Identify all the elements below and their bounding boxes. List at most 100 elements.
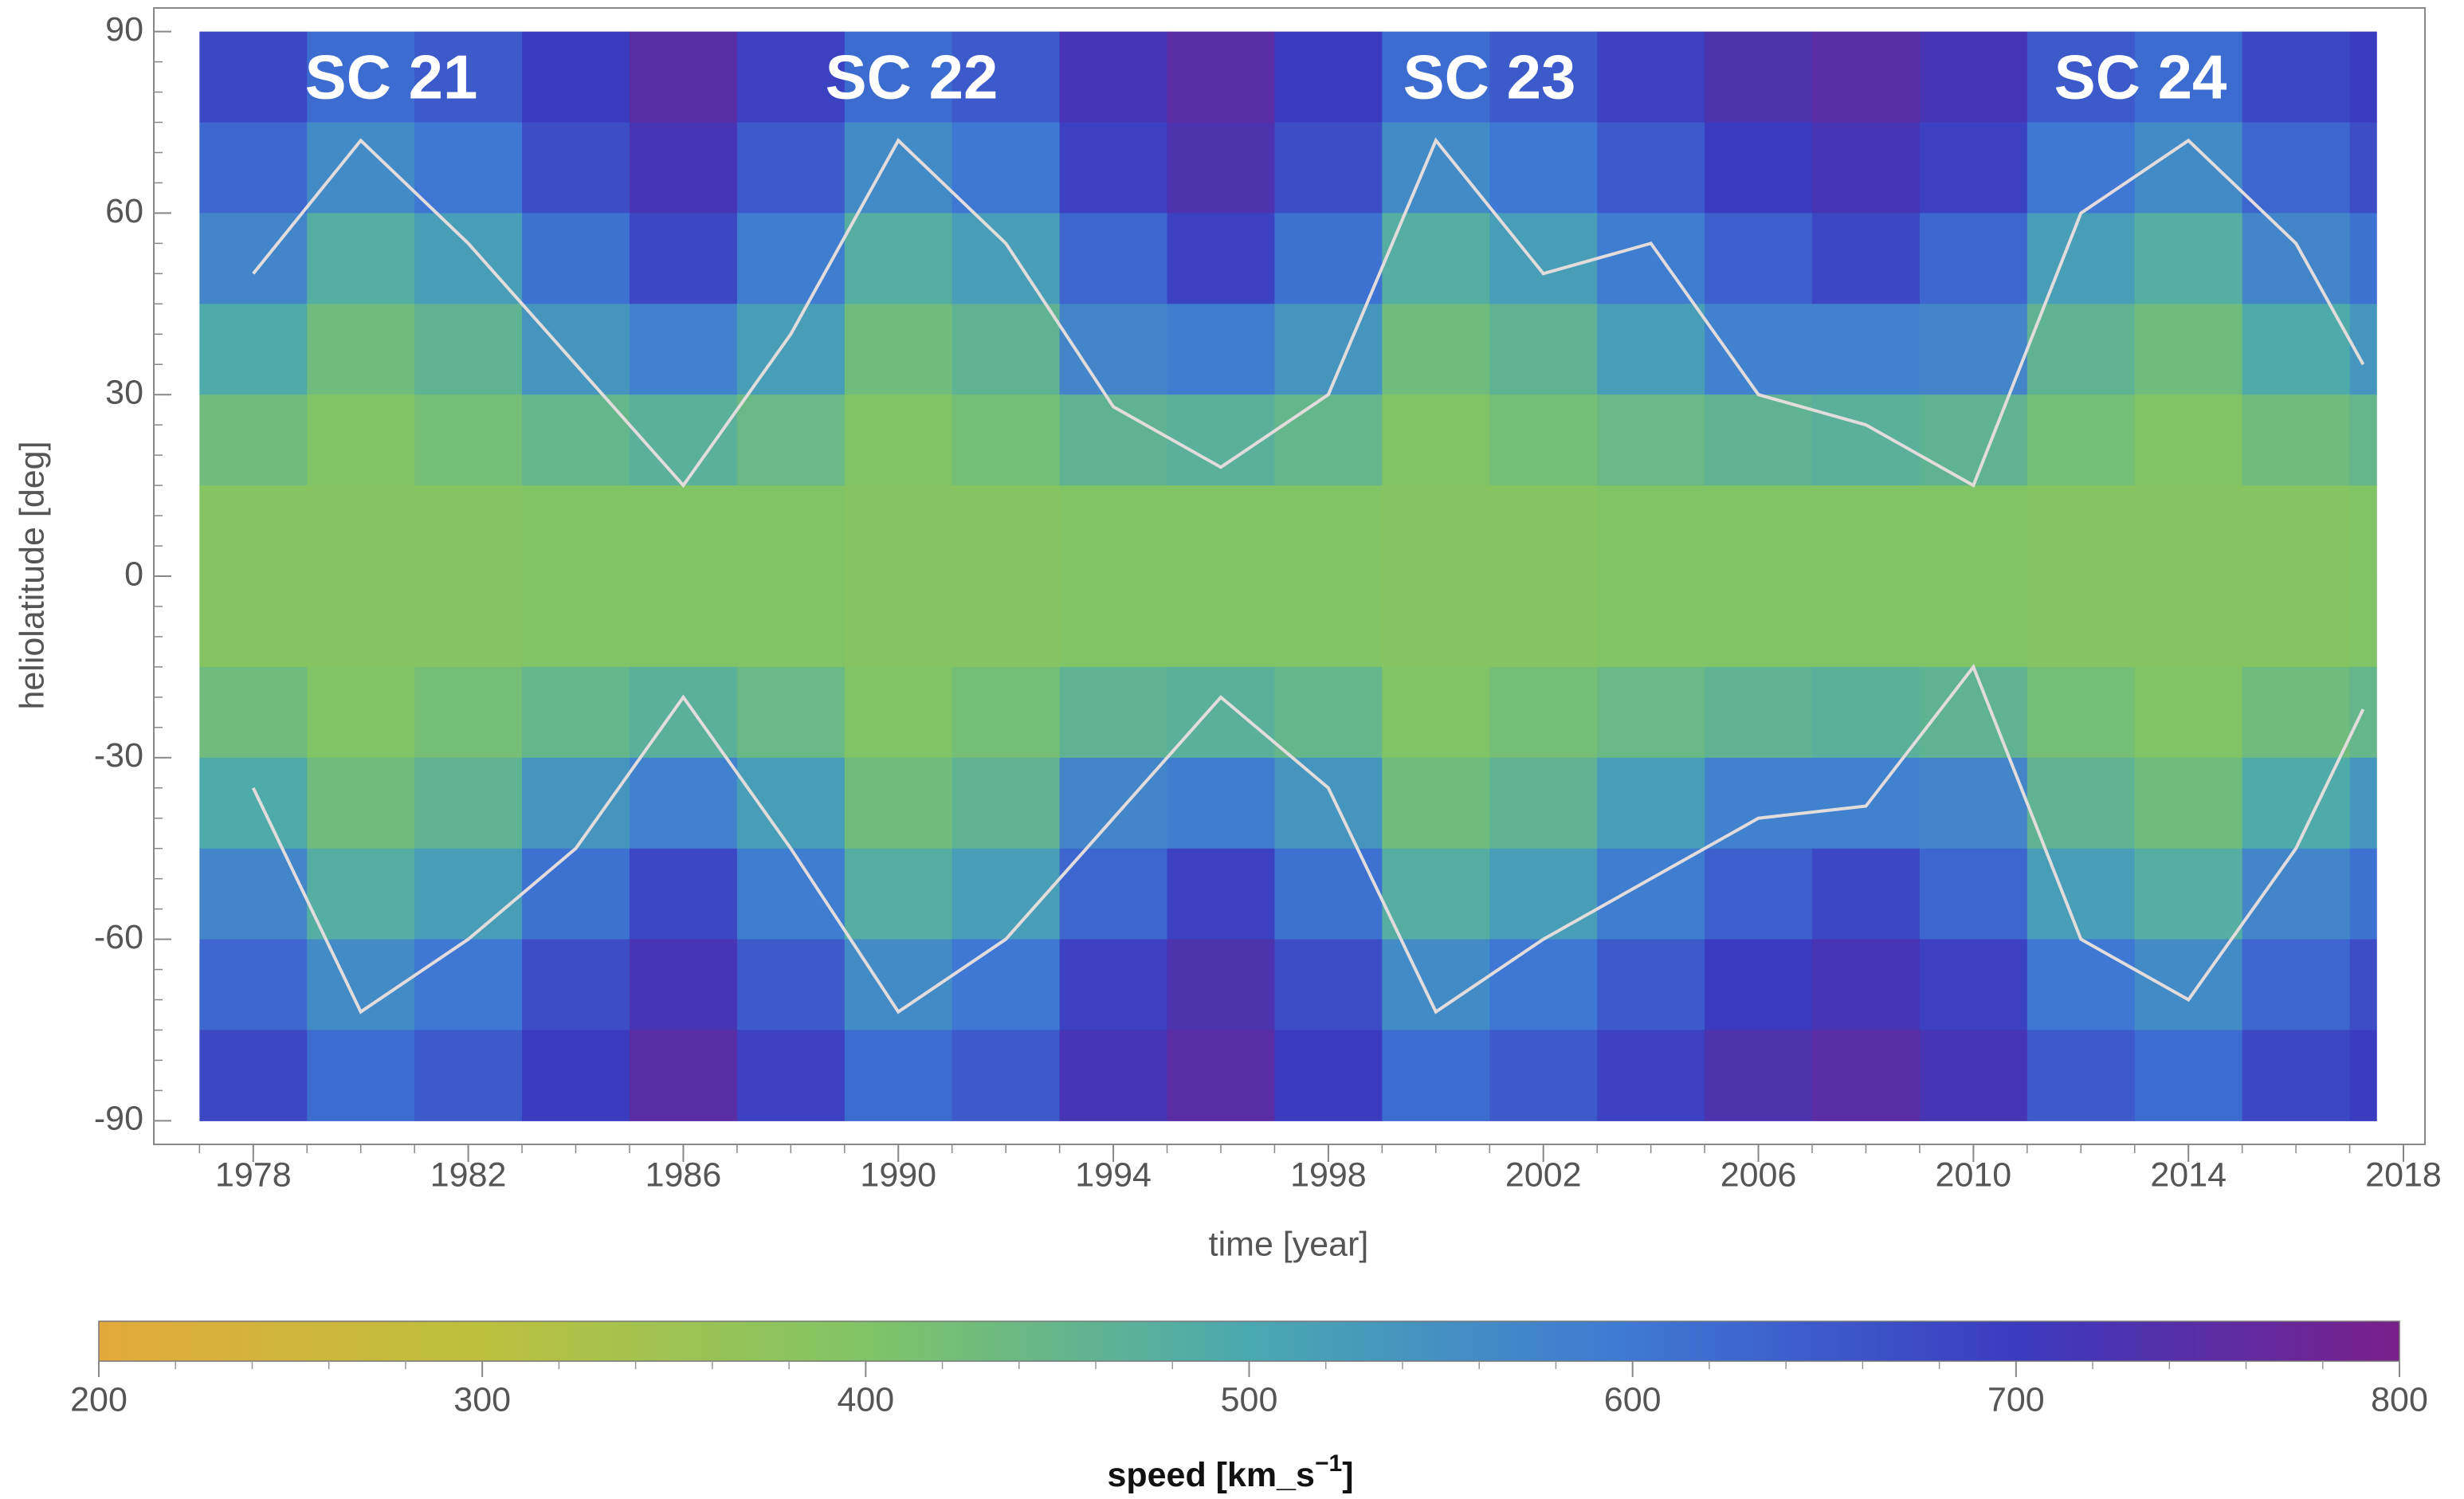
heat-cell <box>414 758 522 849</box>
heat-cell <box>630 940 737 1030</box>
heat-cell <box>845 213 952 304</box>
heat-cell <box>1167 1030 1275 1120</box>
heat-cell <box>1920 940 2027 1030</box>
heat-cell <box>1274 576 1382 667</box>
heat-cell <box>522 758 630 849</box>
x-tick-label: 2002 <box>1505 1156 1582 1194</box>
heat-cell <box>1920 1030 2027 1120</box>
heat-cell <box>1920 123 2027 214</box>
heat-cell <box>307 213 414 304</box>
heat-cell <box>307 667 414 758</box>
heat-cell <box>1597 667 1705 758</box>
heat-cell <box>1812 485 1920 576</box>
heat-cell <box>1167 485 1275 576</box>
heat-cell <box>522 304 630 394</box>
heat-cell <box>1274 758 1382 849</box>
heat-cell <box>1489 849 1597 940</box>
heat-cell <box>307 394 414 485</box>
heat-cell <box>845 667 952 758</box>
heat-cell <box>1705 123 1812 214</box>
y-axis-label: heliolatitude [deg] <box>13 441 51 709</box>
colorbar-label-main: speed [km_s <box>1107 1456 1315 1494</box>
heat-cell <box>522 940 630 1030</box>
colorbar-tick-label: 600 <box>1604 1380 1662 1419</box>
heat-cell <box>1489 576 1597 667</box>
heat-cell <box>522 32 630 123</box>
heat-cell <box>2027 667 2135 758</box>
y-tick-label: 0 <box>124 555 143 593</box>
heat-cell <box>307 485 414 576</box>
heat-cell <box>1060 576 1167 667</box>
heat-cell <box>2027 394 2135 485</box>
colorbar-tick-label: 800 <box>2371 1380 2428 1419</box>
heat-cell <box>2350 213 2377 304</box>
y-tick-label: 60 <box>105 192 143 230</box>
heat-cell <box>1812 667 1920 758</box>
heat-cell <box>1705 1030 1812 1120</box>
heat-cell <box>1597 1030 1705 1120</box>
heat-cell <box>2350 123 2377 214</box>
heat-cell <box>1489 485 1597 576</box>
heat-cell <box>1705 758 1812 849</box>
heat-cell <box>1597 394 1705 485</box>
heat-cell <box>1489 123 1597 214</box>
heat-cell <box>199 123 307 214</box>
heat-cell <box>199 667 307 758</box>
x-tick-label: 1986 <box>645 1156 722 1194</box>
heat-cell <box>737 940 845 1030</box>
heat-cell <box>1382 667 1489 758</box>
heat-cell <box>2242 576 2350 667</box>
heat-cell <box>2242 123 2350 214</box>
heatmap <box>199 32 2376 1121</box>
heat-cell <box>1274 485 1382 576</box>
heat-cell <box>630 123 737 214</box>
cycle-label: SC 21 <box>305 42 478 112</box>
x-axis-label: time [year] <box>1209 1225 1369 1263</box>
heat-cell <box>1060 32 1167 123</box>
heat-cell <box>1382 304 1489 394</box>
heat-cell <box>737 304 845 394</box>
heat-cell <box>2027 213 2135 304</box>
y-tick-label: 90 <box>105 10 143 49</box>
heat-cell <box>2135 304 2242 394</box>
heat-cell <box>414 485 522 576</box>
heat-cell <box>1489 304 1597 394</box>
heat-cell <box>2135 213 2242 304</box>
heat-cell <box>1920 849 2027 940</box>
heat-cell <box>737 576 845 667</box>
heat-cell <box>1812 394 1920 485</box>
heat-cell <box>1812 123 1920 214</box>
heat-cell <box>1705 485 1812 576</box>
heat-cell <box>630 758 737 849</box>
heat-cell <box>2242 394 2350 485</box>
heat-cell <box>307 758 414 849</box>
heat-cell <box>630 304 737 394</box>
heat-cell <box>2135 123 2242 214</box>
heat-cell <box>1812 576 1920 667</box>
heat-cell <box>1597 485 1705 576</box>
heat-cell <box>1920 485 2027 576</box>
heat-cell <box>1705 304 1812 394</box>
heat-cell <box>630 394 737 485</box>
colorbar-tick-label: 700 <box>1987 1380 2045 1419</box>
heat-cell <box>1382 1030 1489 1120</box>
heat-cell <box>414 394 522 485</box>
colorbar-label-end: ] <box>1342 1456 1353 1494</box>
heat-cell <box>522 576 630 667</box>
heat-cell <box>522 849 630 940</box>
heat-cell <box>2350 394 2377 485</box>
heat-cell <box>1382 576 1489 667</box>
heat-cell <box>737 213 845 304</box>
heat-cell <box>1597 758 1705 849</box>
heat-cell <box>2027 940 2135 1030</box>
heat-cell <box>1382 394 1489 485</box>
colorbar-tick-label: 300 <box>453 1380 511 1419</box>
heat-cell <box>1060 1030 1167 1120</box>
heat-cell <box>2350 849 2377 940</box>
heat-cell <box>1920 304 2027 394</box>
heat-cell <box>2242 485 2350 576</box>
x-tick-label: 1982 <box>430 1156 507 1194</box>
heat-cell <box>1489 758 1597 849</box>
x-tick-label: 2018 <box>2365 1156 2442 1194</box>
heat-cell <box>1597 940 1705 1030</box>
